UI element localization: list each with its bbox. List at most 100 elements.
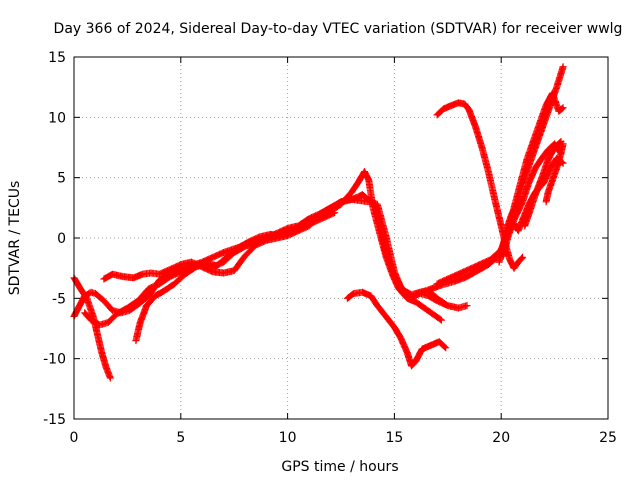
data-point [406,351,409,354]
data-point [466,304,469,307]
data-point [286,227,289,230]
data-point [222,251,225,254]
data-point [532,140,535,143]
data-point [139,321,142,324]
series-14 [495,203,520,266]
data-point [487,170,490,173]
y-tick-label: -5 [52,291,66,307]
data-point [393,326,396,329]
data-point [555,86,558,89]
data-point [521,200,524,203]
data-point [562,142,565,145]
data-point [540,157,543,160]
data-point [547,191,550,194]
data-point [436,113,439,116]
data-point [115,313,118,316]
data-point [401,291,404,294]
data-point [216,264,219,267]
data-point [280,234,283,237]
data-point [102,278,105,281]
data-point [451,104,454,107]
data-point [173,282,176,285]
data-point [254,244,257,247]
data-point [506,224,509,227]
data-point [534,167,537,170]
y-tick-label: 5 [57,171,66,187]
data-point [442,107,445,110]
data-point [83,311,86,314]
data-point [194,265,197,268]
data-point [547,110,550,113]
data-point [436,282,439,285]
y-tick-label: -15 [43,412,66,428]
data-point [243,255,246,258]
data-point [265,239,268,242]
data-point [478,263,481,266]
data-point [547,158,550,161]
data-point [372,206,375,209]
data-point [205,262,208,265]
data-point [410,364,413,367]
data-point [414,360,417,363]
data-point [457,306,460,309]
data-point [457,273,460,276]
data-point [427,294,430,297]
data-point [169,275,172,278]
y-tick-label: 15 [48,50,66,66]
data-point [367,200,370,203]
data-point [211,270,214,273]
data-point [333,211,336,214]
data-point [79,287,82,290]
data-point [90,319,93,322]
data-point [376,304,379,307]
data-point [369,294,372,297]
data-point [489,258,492,261]
data-point [367,179,370,182]
data-point [547,148,550,151]
data-point [340,200,342,203]
data-point [478,268,481,271]
data-point [446,278,449,281]
data-point [158,282,161,285]
data-point [384,315,387,318]
data-point [179,270,182,273]
data-point [530,158,533,161]
data-point [527,181,530,184]
data-point [410,296,413,299]
data-point [519,182,522,185]
data-point [83,294,86,297]
data-point [122,275,125,278]
data-point [444,346,447,349]
data-point [468,268,471,271]
data-point [376,203,379,206]
data-point [94,292,97,295]
x-tick-label: 15 [385,430,403,446]
data-point [540,176,543,179]
data-point [350,191,353,194]
data-point [111,309,114,312]
data-point [523,224,526,227]
data-point [312,221,315,224]
data-point [545,104,548,107]
data-point [521,218,524,221]
x-tick-label: 20 [492,430,510,446]
data-point [427,288,430,291]
data-point [468,109,471,112]
x-tick-label: 25 [599,430,617,446]
data-point [521,256,524,259]
data-point [436,299,439,302]
data-point [352,292,355,295]
chart-title: Day 366 of 2024, Sidereal Day-to-day VTE… [54,21,623,37]
series-12 [521,138,565,230]
data-point [357,181,360,184]
data-point [429,344,432,347]
data-point [145,304,148,307]
x-tick-label: 0 [70,430,79,446]
data-point [147,294,150,297]
data-point [438,340,441,343]
data-point [513,267,516,270]
data-point [179,263,182,266]
data-point [551,179,554,182]
data-point [534,193,537,196]
